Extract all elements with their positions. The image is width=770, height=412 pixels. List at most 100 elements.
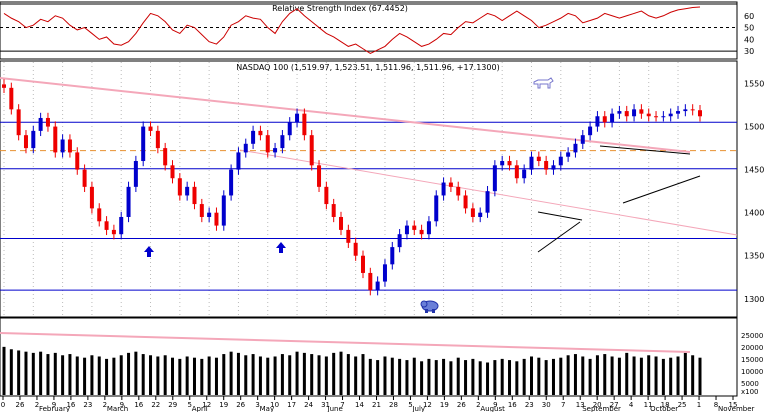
date-axis: 0 26 2 9 16 23 2 9 16 22 29 5 12 19 26 3 10 17 24 31 7 14 21 28… <box>0 395 755 412</box>
candle-body <box>448 182 453 187</box>
date-tick-label: 31 <box>321 401 330 409</box>
date-tick-label: 16 <box>508 401 517 409</box>
volume-bar <box>105 358 109 395</box>
candle-body <box>295 113 300 123</box>
volume-trendline <box>0 332 691 353</box>
candle-body <box>404 225 409 235</box>
date-tick-label: 2 <box>476 401 480 409</box>
volume-bar <box>676 356 680 395</box>
volume-bar <box>691 355 695 395</box>
month-label: August <box>480 405 505 412</box>
candle-body <box>544 161 549 170</box>
volume-bar <box>427 358 431 395</box>
candle-body <box>360 255 365 273</box>
volume-ytick-label: 15000 <box>741 356 763 364</box>
volume-ytick-label: x100 <box>741 388 759 396</box>
date-tick-label: 2 <box>103 401 107 409</box>
candle-body <box>45 117 50 127</box>
pennant-upper-line <box>537 211 583 221</box>
price-ytick-label: 1500 <box>744 123 764 132</box>
candle-body <box>485 191 490 213</box>
volume-bar <box>515 361 519 395</box>
volume-bar <box>573 354 577 395</box>
volume-bar <box>486 362 490 395</box>
date-tick-label: 19 <box>440 401 449 409</box>
candle-body <box>280 135 285 149</box>
volume-bar <box>529 356 533 395</box>
volume-bar <box>420 361 424 395</box>
date-tick-label: 7 <box>340 401 344 409</box>
candle-body <box>214 212 219 226</box>
candle-body <box>324 186 329 205</box>
candle-body <box>2 84 6 88</box>
volume-bar <box>603 354 607 395</box>
candle-body <box>258 130 263 136</box>
volume-bar <box>405 360 409 395</box>
date-tick-label: 14 <box>355 401 364 409</box>
volume-bar <box>185 356 189 395</box>
candle-body <box>639 109 644 114</box>
volume-bar <box>207 356 211 395</box>
candle-body <box>9 87 14 110</box>
candle-body <box>676 111 681 114</box>
volume-bar <box>31 352 35 395</box>
volume-bar <box>508 360 512 395</box>
volume-bar <box>222 354 226 395</box>
volume-bar <box>310 354 314 395</box>
candle-body <box>500 161 505 166</box>
candle-body <box>419 229 424 235</box>
date-tick-label: 20 <box>593 401 602 409</box>
volume-bar <box>90 355 94 395</box>
volume-bar <box>53 352 57 395</box>
candle-body <box>617 111 622 114</box>
volume-bar <box>134 351 138 395</box>
volume-bar <box>9 349 13 395</box>
volume-bar <box>39 351 43 395</box>
date-tick-label: 10 <box>270 401 279 409</box>
date-tick-label: 23 <box>83 401 92 409</box>
volume-bar <box>493 360 497 395</box>
rsi-panel: Relative Strength Index (67.4452) 60 50 40… <box>0 1 754 60</box>
price-ytick-label: 1350 <box>744 252 764 261</box>
date-tick-label: 21 <box>372 401 381 409</box>
date-tick-label: 24 <box>304 401 313 409</box>
volume-bar <box>251 354 255 395</box>
date-tick-label: 18 <box>661 401 670 409</box>
date-tick-label: 29 <box>168 401 177 409</box>
volume-bar <box>698 357 702 395</box>
candle-body <box>317 165 322 187</box>
date-tick-label: 4 <box>629 401 634 409</box>
volume-bar <box>610 356 614 395</box>
candle-body <box>273 148 278 153</box>
candle-body <box>529 156 534 170</box>
candle-body <box>155 130 160 149</box>
volume-bar <box>295 351 299 395</box>
candle-body <box>16 109 21 136</box>
candle-body <box>463 195 468 209</box>
volume-bar <box>647 355 651 395</box>
candle-body <box>632 109 637 117</box>
candle-body <box>492 165 497 192</box>
candle-body <box>251 130 256 144</box>
price-ytick-label: 1550 <box>744 80 764 89</box>
volume-bar <box>332 352 336 395</box>
volume-bar <box>559 357 563 395</box>
volume-bar <box>522 358 526 395</box>
volume-bar <box>317 355 321 395</box>
rsi-ytick-label: 40 <box>744 35 754 44</box>
candle-body <box>456 186 461 196</box>
candle-body <box>602 116 607 123</box>
candle-body <box>698 110 702 117</box>
volume-bar <box>537 357 541 395</box>
candle-body <box>75 152 80 170</box>
candle-body <box>170 165 175 179</box>
candle-body <box>470 208 475 217</box>
volume-bar <box>46 354 50 395</box>
candle-body <box>141 126 146 162</box>
price-title: NASDAQ 100 (1,519.97, 1,523.51, 1,511.96… <box>236 63 499 72</box>
candle-body <box>390 247 395 265</box>
month-label: September <box>582 405 621 412</box>
candle-body <box>558 156 563 166</box>
volume-bar <box>361 354 365 395</box>
date-tick-label: 26 <box>236 401 245 409</box>
